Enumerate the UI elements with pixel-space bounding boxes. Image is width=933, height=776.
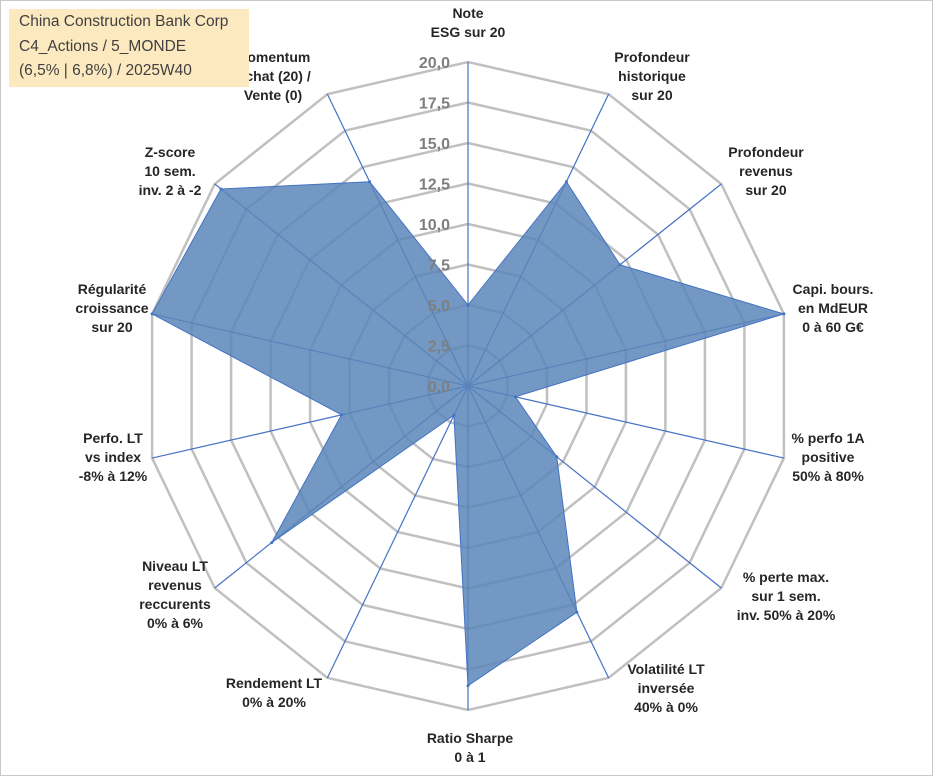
data-point-7 — [466, 684, 470, 688]
data-point-13 — [368, 180, 372, 184]
radar-series — [150, 180, 786, 688]
axis-label-0: Note ESG sur 20 — [431, 5, 506, 40]
axis-label-12: Z-score 10 sem. inv. 2 à -2 — [139, 144, 202, 198]
axis-label-7: Ratio Sharpe 0 à 1 — [427, 730, 514, 765]
tick-label-2: 5,0 — [428, 298, 450, 315]
title-category: C4_Actions / 5_MONDE — [19, 38, 187, 55]
tick-label-0: 0,0 — [428, 379, 450, 396]
radial-tick-labels: 0,0 2,5 5,0 7,5 10,0 12,5 15,0 17,5 20,0 — [419, 55, 450, 396]
tick-label-6: 15,0 — [419, 136, 450, 153]
axis-label-8: Rendement LT 0% à 20% — [226, 675, 323, 710]
tick-label-7: 17,5 — [419, 96, 450, 113]
data-point-4 — [513, 395, 517, 399]
chart-title-box: China Construction Bank Corp C4_Actions … — [9, 9, 249, 87]
tick-label-5: 12,5 — [419, 177, 450, 194]
title-period: (6,5% | 6,8%) / 2025W40 — [19, 62, 192, 79]
data-point-11 — [150, 312, 154, 316]
tick-label-8: 20,0 — [419, 55, 450, 72]
axis-label-6: Volatilité LT inversée 40% à 0% — [627, 661, 705, 715]
data-point-10 — [340, 413, 344, 417]
tick-label-4: 10,0 — [419, 217, 450, 234]
data-point-5 — [555, 455, 559, 459]
data-point-12 — [219, 187, 223, 191]
axis-label-11: Régularité croissance sur 20 — [75, 281, 148, 335]
axis-label-9: Niveau LT revenus reccurents 0% à 6% — [139, 558, 211, 631]
data-point-2 — [618, 263, 622, 267]
title-company: China Construction Bank Corp — [19, 13, 229, 30]
tick-label-3: 7,5 — [428, 258, 450, 275]
tick-label-1: 2,5 — [428, 339, 450, 356]
axis-label-10: Perfo. LT vs index -8% à 12% — [79, 430, 148, 484]
axis-labels: Note ESG sur 20 Profondeur historique sur 20… — [75, 5, 873, 765]
spoke-4 — [467, 385, 785, 459]
axis-label-1: Profondeur historique sur 20 — [614, 49, 690, 103]
data-point-6 — [575, 610, 579, 614]
axis-label-2: Profondeur revenus sur 20 — [728, 144, 804, 198]
axis-label-5: % perte max. sur 1 sem. inv. 50% à 20% — [737, 569, 836, 623]
data-point-0 — [466, 303, 470, 307]
data-point-3 — [782, 312, 786, 316]
axis-label-13: Momentum Achat (20) / Vente (0) — [235, 49, 311, 103]
data-point-9 — [270, 541, 274, 545]
spoke-8 — [326, 385, 469, 679]
axis-label-3: Capi. bours. en MdEUR 0 à 60 G€ — [793, 281, 874, 335]
data-point-8 — [452, 413, 456, 417]
axis-label-4: % perfo 1A positive 50% à 80% — [791, 430, 864, 484]
data-point-1 — [564, 180, 568, 184]
